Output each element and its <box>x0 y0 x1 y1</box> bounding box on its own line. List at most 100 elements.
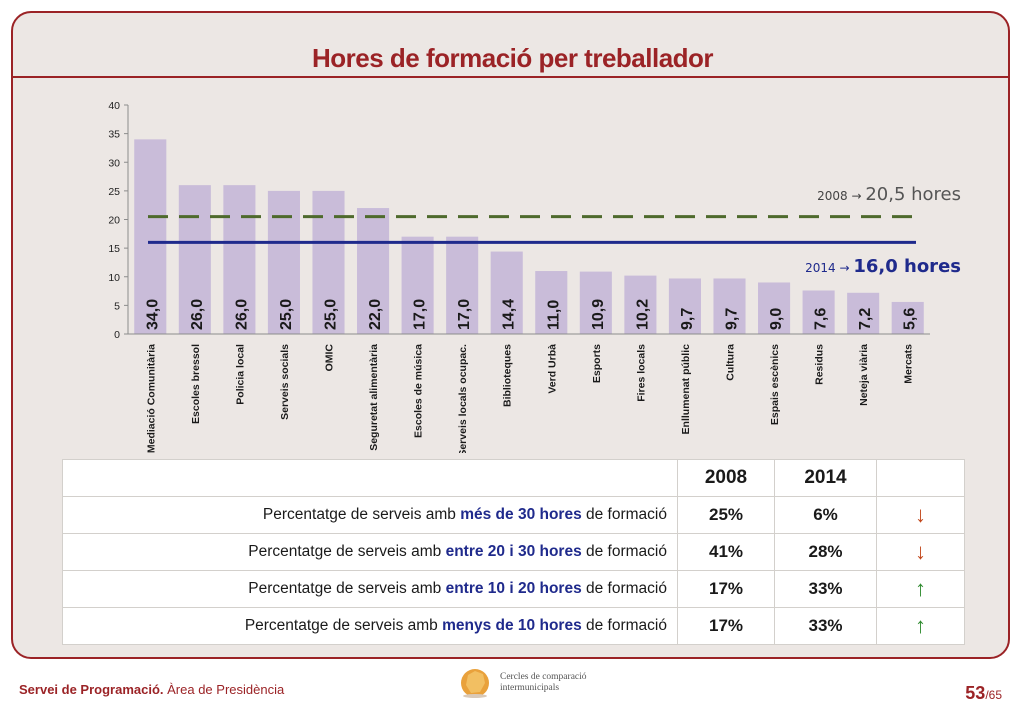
bar-value-label: 14,4 <box>501 299 518 330</box>
current-page: 53 <box>965 683 986 703</box>
bar-value-label: 17,0 <box>412 299 429 330</box>
comparison-table: 2008 2014 Percentatge de serveis amb més d… <box>62 459 965 645</box>
header-year-2008: 2008 <box>677 459 775 497</box>
bar-value-label: 17,0 <box>456 299 473 330</box>
row-label-suffix: de formació <box>581 506 667 523</box>
bar-value-label: 10,9 <box>590 299 607 330</box>
category-label: Escoles bressol <box>190 344 202 424</box>
footer-department-name: Servei de Programació. <box>19 682 164 697</box>
bar-value-label: 26,0 <box>189 299 206 330</box>
value-2014: 28% <box>774 533 877 571</box>
category-label: Mercats <box>903 344 915 384</box>
y-tick-label: 20 <box>108 215 120 227</box>
category-label: Cultura <box>725 344 737 381</box>
row-label: Percentatge de serveis amb menys de 10 h… <box>62 607 678 645</box>
category-label: Neteja viària <box>858 344 870 406</box>
bar <box>847 292 880 334</box>
category-label: Fires locals <box>635 344 647 402</box>
row-label-highlight: menys de 10 hores <box>442 617 582 634</box>
logo-line-1: Cercles de comparació <box>500 672 587 682</box>
arrow-up-icon: ↑ <box>876 607 965 645</box>
logo-line-2: intermunicipals <box>500 683 560 693</box>
footer-department: Servei de Programació. Àrea de Presidènc… <box>19 682 284 697</box>
y-tick-label: 0 <box>114 329 120 341</box>
y-tick-label: 35 <box>108 129 120 141</box>
row-label-highlight: entre 20 i 30 hores <box>445 543 582 560</box>
bar <box>624 275 657 334</box>
row-label-prefix: Percentatge de serveis amb <box>244 617 443 634</box>
table-row: Percentatge de serveis amb més de 30 hor… <box>62 496 965 534</box>
y-tick-label: 15 <box>108 243 120 255</box>
row-label: Percentatge de serveis amb entre 20 i 30… <box>62 533 678 571</box>
category-label: Residus <box>814 344 826 385</box>
reference-value: 20,5 hores <box>865 184 961 205</box>
reference-year: 2014 <box>805 261 839 275</box>
bar <box>134 139 167 334</box>
bar <box>758 282 791 334</box>
category-label: Biblioteques <box>502 344 514 407</box>
arrow-down-icon: ↓ <box>876 533 965 571</box>
row-label-suffix: de formació <box>581 617 667 634</box>
value-2008: 17% <box>677 570 775 608</box>
bar-value-label: 25,0 <box>278 299 295 330</box>
value-2014: 6% <box>774 496 877 534</box>
bar-value-label: 10,2 <box>634 299 651 330</box>
header-year-2014: 2014 <box>774 459 877 497</box>
arrow-down-icon: ↓ <box>876 496 965 534</box>
bar-value-label: 26,0 <box>233 299 250 330</box>
y-tick-label: 25 <box>108 186 120 198</box>
slide-frame: Hores de formació per treballador 0 5 10 15… <box>11 11 1010 659</box>
row-label-highlight: entre 10 i 20 hores <box>445 580 582 597</box>
value-2008: 17% <box>677 607 775 645</box>
bar <box>446 236 479 334</box>
logo-text: Cercles de comparació intermunicipals <box>500 672 587 694</box>
bar-value-label: 7,6 <box>813 308 830 330</box>
total-pages: /65 <box>985 688 1002 702</box>
row-label-prefix: Percentatge de serveis amb <box>248 543 446 560</box>
y-tick-label: 30 <box>108 157 120 169</box>
reference-value: 16,0 hores <box>853 256 961 277</box>
reference-annotation-2008: 2008 → 20,5 hores <box>817 184 961 205</box>
table-row: Percentatge de serveis amb entre 10 i 20… <box>62 570 965 608</box>
value-2008: 25% <box>677 496 775 534</box>
title-divider <box>13 76 1008 78</box>
bar-value-label: 7,2 <box>857 308 874 330</box>
bar <box>490 251 523 334</box>
category-label: Verd Urbà <box>546 344 558 394</box>
footer-department-area: Àrea de Presidència <box>163 682 285 697</box>
bar-value-label: 11,0 <box>545 300 562 330</box>
row-label-suffix: de formació <box>581 543 667 560</box>
row-label-highlight: més de 30 hores <box>460 506 582 523</box>
category-label: Serveis socials <box>279 344 291 420</box>
reference-year: 2008 <box>817 189 851 203</box>
category-label: Serveis locals ocupac. <box>457 344 469 453</box>
row-label-prefix: Percentatge de serveis amb <box>262 506 461 523</box>
bar <box>357 208 390 334</box>
category-label: Esports <box>591 344 603 383</box>
table-header-row: 2008 2014 <box>62 459 965 497</box>
bar <box>267 190 300 334</box>
category-label: OMIC <box>324 344 336 372</box>
arrow-right-icon: → <box>851 189 865 203</box>
bar-value-label: 9,7 <box>679 308 696 330</box>
table-row: Percentatge de serveis amb entre 20 i 30… <box>62 533 965 571</box>
row-label: Percentatge de serveis amb més de 30 hor… <box>62 496 678 534</box>
bar <box>891 301 924 334</box>
value-2008: 41% <box>677 533 775 571</box>
arrow-up-icon: ↑ <box>876 570 965 608</box>
y-tick-label: 40 <box>108 100 120 112</box>
bar <box>668 278 701 334</box>
bar-value-label: 9,7 <box>724 308 741 330</box>
bar <box>713 278 746 334</box>
value-2014: 33% <box>774 607 877 645</box>
bar <box>401 236 434 334</box>
bar <box>535 271 568 334</box>
row-label-suffix: de formació <box>581 580 667 597</box>
bar-value-label: 9,0 <box>768 308 785 330</box>
row-label-prefix: Percentatge de serveis amb <box>248 580 446 597</box>
category-label: Seguretat alimentària <box>368 344 380 451</box>
page-number: 53/65 <box>965 683 1002 704</box>
bar-value-label: 34,0 <box>144 299 161 330</box>
category-label: Policia local <box>234 344 246 405</box>
category-label: Enllumenat públic <box>680 344 692 435</box>
